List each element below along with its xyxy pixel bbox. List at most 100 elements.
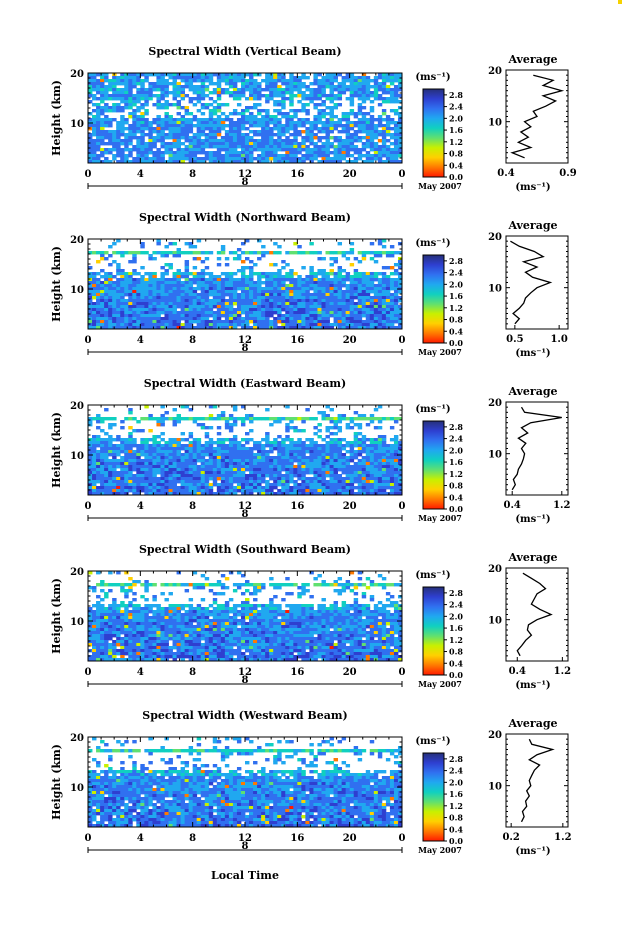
heatmap-cell xyxy=(293,429,298,433)
heatmap-cell xyxy=(116,263,121,267)
heatmap-cell xyxy=(120,462,125,466)
heatmap-cell xyxy=(184,76,190,80)
heatmap-cell xyxy=(188,323,194,327)
heatmap-cell xyxy=(373,275,379,279)
heatmap-cell xyxy=(140,284,145,288)
heatmap-cell xyxy=(273,251,278,255)
heatmap-cell xyxy=(184,320,190,324)
heatmap-cell xyxy=(385,254,391,258)
heatmap-cell xyxy=(224,263,230,267)
heatmap-cell xyxy=(128,154,133,158)
heatmap-cell xyxy=(289,79,294,83)
heatmap-cell xyxy=(353,148,359,152)
heatmap-cell xyxy=(397,320,403,324)
heatmap-cell xyxy=(140,127,145,131)
heatmap-cell xyxy=(100,296,105,300)
heatmap-cell xyxy=(365,157,371,161)
heatmap-cell xyxy=(249,459,254,463)
heatmap-cell xyxy=(345,299,351,303)
heatmap-cell xyxy=(317,73,322,77)
heatmap-cell xyxy=(297,251,302,255)
heatmap-cell xyxy=(317,281,322,285)
heatmap-cell xyxy=(301,109,306,113)
heatmap-cell xyxy=(301,468,306,472)
heatmap-cell xyxy=(345,326,351,330)
heatmap-cell xyxy=(104,136,109,140)
heatmap-cell xyxy=(192,296,198,300)
heatmap-cell xyxy=(357,139,363,143)
heatmap-cell xyxy=(365,94,371,98)
heatmap-cell xyxy=(88,281,93,285)
heatmap-cell xyxy=(345,302,351,306)
heatmap-cell xyxy=(104,251,109,255)
heatmap-cell xyxy=(257,441,262,445)
heatmap-cell xyxy=(228,468,234,472)
heatmap-cell xyxy=(329,302,334,306)
heatmap-cell xyxy=(196,118,202,122)
heatmap-cell xyxy=(108,450,113,454)
heatmap-cell xyxy=(192,133,198,137)
heatmap-cell xyxy=(88,320,93,324)
heatmap-cell xyxy=(160,103,165,107)
heatmap-cell xyxy=(257,157,262,161)
heatmap-cell xyxy=(188,121,194,125)
heatmap-cell xyxy=(385,157,391,161)
heatmap-cell xyxy=(156,308,161,312)
heatmap-cell xyxy=(156,423,161,427)
heatmap-cell xyxy=(373,299,379,303)
heatmap-cell xyxy=(220,462,226,466)
heatmap-cell xyxy=(172,420,177,424)
heatmap-cell xyxy=(273,284,278,288)
heatmap-cell xyxy=(289,447,294,451)
heatmap-cell xyxy=(381,142,387,146)
heatmap-cell xyxy=(208,118,214,122)
heatmap-cell xyxy=(349,477,355,481)
heatmap-cell xyxy=(285,296,290,300)
heatmap-cell xyxy=(180,133,186,137)
heatmap-cell xyxy=(257,462,262,466)
heatmap-cell xyxy=(140,85,145,89)
heatmap-cell xyxy=(285,459,290,463)
heatmap-cell xyxy=(245,465,250,469)
heatmap-cell xyxy=(204,432,210,436)
heatmap-cell xyxy=(140,275,145,279)
heatmap-cell xyxy=(341,127,347,131)
heatmap-cell xyxy=(381,136,387,140)
heatmap-cell xyxy=(309,293,314,297)
heatmap-cell xyxy=(309,88,314,92)
heatmap-cell xyxy=(208,290,214,294)
heatmap-cell xyxy=(172,284,177,288)
heatmap-cell xyxy=(281,91,286,95)
heatmap-cell xyxy=(200,275,206,279)
heatmap-cell xyxy=(232,459,238,463)
heatmap-cell xyxy=(152,88,157,92)
heatmap-cell xyxy=(108,308,113,312)
heatmap-cell xyxy=(357,326,363,330)
heatmap-cell xyxy=(180,118,186,122)
heatmap-cell xyxy=(208,447,214,451)
heatmap-cell xyxy=(293,465,298,469)
heatmap-cell xyxy=(200,284,206,288)
heatmap-cell xyxy=(261,438,266,442)
heatmap-cell xyxy=(317,320,322,324)
heatmap-cell xyxy=(289,314,294,318)
heatmap-cell xyxy=(184,124,190,128)
heatmap-cell xyxy=(88,157,93,161)
heatmap-cell xyxy=(148,477,153,481)
heatmap-cell xyxy=(144,76,149,80)
heatmap-cell xyxy=(345,121,351,125)
heatmap-cell xyxy=(329,269,334,273)
heatmap-cell xyxy=(232,323,238,327)
heatmap-cell xyxy=(184,465,190,469)
heatmap-cell xyxy=(104,308,109,312)
heatmap-cell xyxy=(333,115,338,119)
heatmap-cell xyxy=(128,417,133,421)
heatmap-cell xyxy=(136,302,141,306)
heatmap-cell xyxy=(220,124,226,128)
heatmap-cell xyxy=(220,465,226,469)
heatmap-cell xyxy=(240,269,246,273)
heatmap-cell xyxy=(168,115,173,119)
heatmap-cell xyxy=(325,160,330,164)
heatmap-cell xyxy=(220,127,226,131)
heatmap-cell xyxy=(124,284,129,288)
